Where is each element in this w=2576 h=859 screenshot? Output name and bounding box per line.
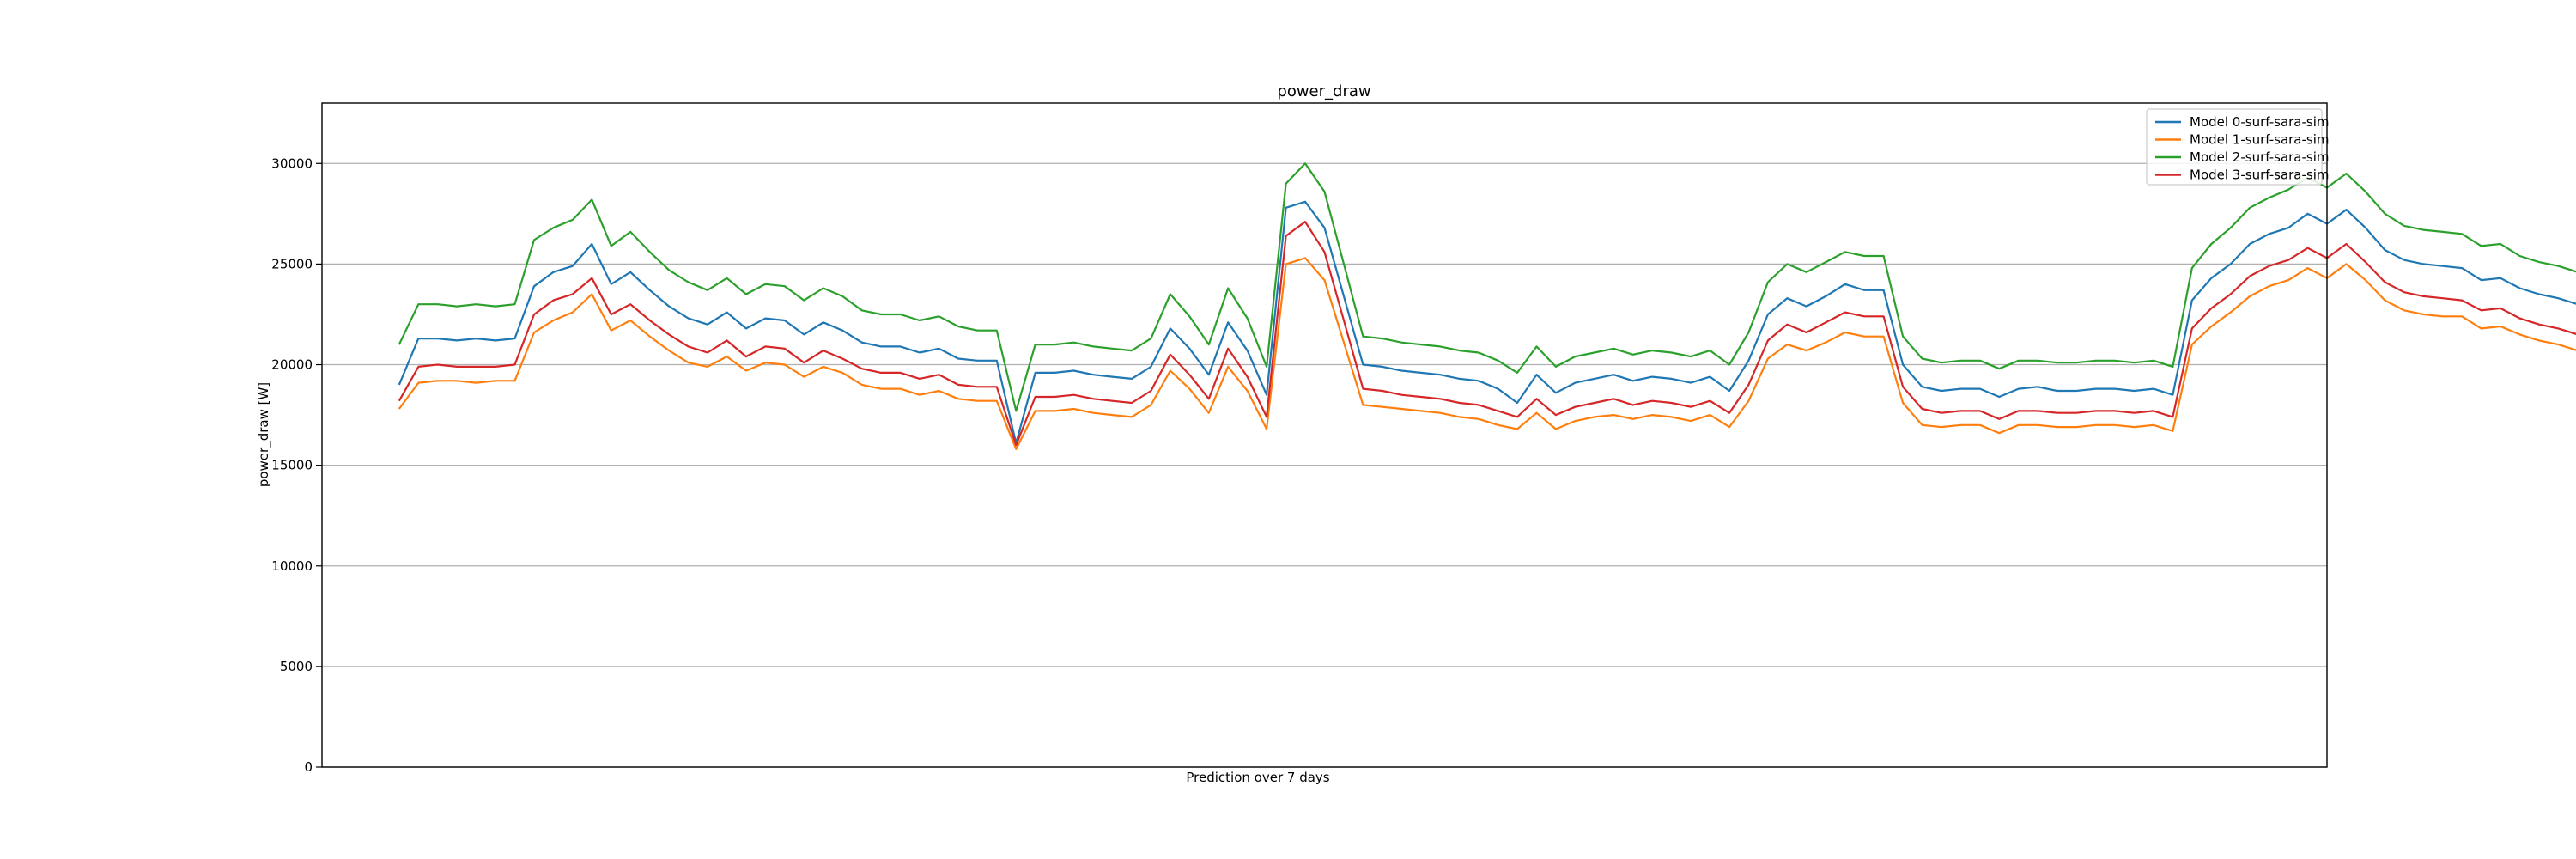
legend-label-model-2: Model 2-surf-sara-sim <box>2190 149 2330 165</box>
y-tick-label: 30000 <box>271 155 313 171</box>
y-axis-ticks: 0 5000 10000 15000 20000 25000 30000 <box>271 155 322 775</box>
plot-area-frame <box>321 102 2328 768</box>
chart-title: power_draw <box>1277 82 1370 101</box>
series-line-model-2 <box>398 162 2576 412</box>
legend: Model 0-surf-sara-sim Model 1-surf-sara-s… <box>2146 108 2330 186</box>
y-tick-label: 10000 <box>271 558 313 574</box>
x-axis-label: Prediction over 7 days <box>1186 770 1329 785</box>
legend-label-model-3: Model 3-surf-sara-sim <box>2190 168 2330 183</box>
series-line-model-1 <box>398 257 2576 451</box>
legend-box <box>2146 108 2323 186</box>
y-tick-label: 25000 <box>271 256 313 271</box>
series-line-model-3 <box>398 221 2576 447</box>
series-line-model-0 <box>398 200 2576 445</box>
series-layer <box>398 162 2576 451</box>
legend-label-model-1: Model 1-surf-sara-sim <box>2190 132 2330 148</box>
y-tick-label: 20000 <box>271 357 313 373</box>
legend-label-model-0: Model 0-surf-sara-sim <box>2190 114 2330 130</box>
y-axis-label: power_draw [W] <box>256 382 272 487</box>
y-tick-label: 15000 <box>271 458 313 473</box>
y-tick-label: 0 <box>304 759 313 775</box>
y-tick-label: 5000 <box>280 659 313 674</box>
